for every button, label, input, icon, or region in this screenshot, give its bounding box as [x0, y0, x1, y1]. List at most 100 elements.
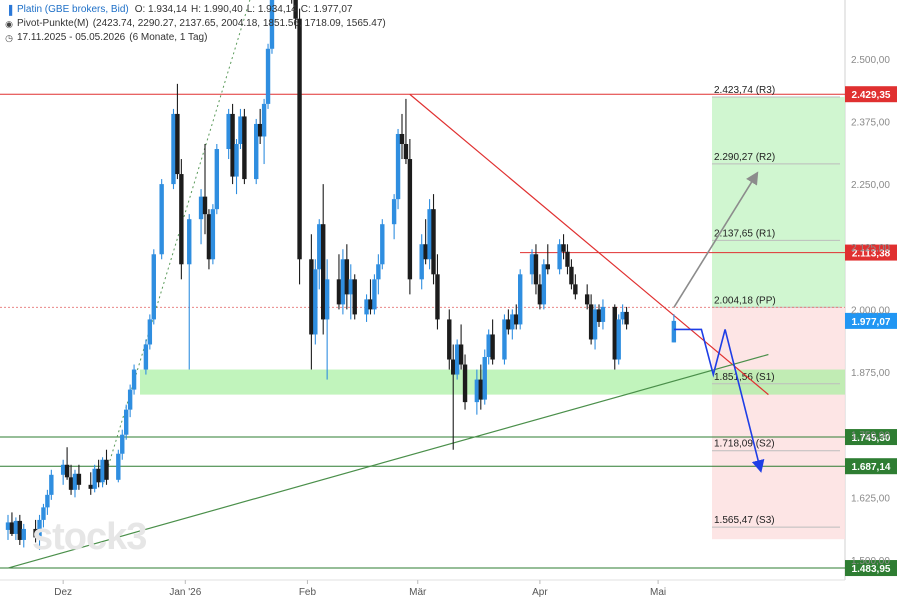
candle-body	[33, 528, 38, 538]
y-axis-tick-label: 2.125,00	[851, 243, 890, 254]
candle-body	[159, 184, 164, 255]
level-price-label: 1.745,30	[852, 433, 891, 444]
candle-body	[13, 520, 19, 534]
level-price-tag-resistance	[845, 86, 897, 103]
candle-body	[482, 357, 487, 400]
support-zone-band	[140, 369, 845, 395]
candle-body	[171, 113, 176, 185]
scenario-arrow-up	[673, 171, 759, 308]
candle-body	[324, 279, 330, 320]
candle-body	[407, 159, 413, 280]
candle-body	[261, 103, 267, 137]
candle-body	[175, 113, 180, 175]
pivot-indicator-values: (2423.74, 2290.27, 2137.65, 2004.18, 185…	[92, 18, 386, 29]
candle-body	[573, 284, 578, 295]
candle-body	[49, 474, 54, 495]
candle-body	[403, 144, 409, 160]
candle-body	[600, 306, 606, 322]
chart-period: (6 Monate, 1 Tag)	[129, 32, 208, 43]
candle-body	[395, 133, 401, 200]
candle-body	[502, 319, 507, 360]
candle-body	[242, 116, 247, 180]
candle-body	[92, 468, 97, 489]
candle-body	[376, 264, 381, 280]
candle-body	[116, 453, 121, 480]
legend-pivot-row: ◉ Pivot-Punkte(M) (2423.74, 2290.27, 213…	[4, 17, 390, 31]
candle-body	[462, 364, 468, 403]
candle-body	[131, 369, 137, 390]
candle-body	[596, 309, 602, 322]
level-price-tag-support	[845, 560, 897, 577]
indicator-eye-icon[interactable]: ◉	[5, 19, 13, 29]
candle-body	[569, 266, 574, 285]
x-axis-tick-label: Feb	[299, 587, 317, 598]
candle-body	[265, 48, 271, 104]
candle-body	[537, 284, 543, 305]
candle-body	[37, 519, 42, 538]
candle-body	[541, 264, 547, 305]
candle-body	[419, 244, 424, 280]
scenario-arrow-down	[673, 328, 765, 473]
instrument-name[interactable]: Platin (GBE brokers, Bid)	[17, 4, 129, 15]
candle-body	[368, 299, 373, 310]
candle-body	[565, 251, 570, 267]
candle-body	[340, 259, 346, 305]
candle-body	[561, 244, 566, 252]
candle-body	[458, 344, 464, 365]
candle-body	[616, 319, 621, 360]
candle-body	[344, 259, 350, 295]
candle-body	[364, 299, 369, 315]
pivot-label-S3: 1.565,47 (S3)	[714, 515, 775, 526]
candle-body	[352, 279, 357, 315]
candle-body	[612, 306, 617, 360]
clock-icon[interactable]: ◷	[5, 33, 13, 43]
y-axis-tick-label: 1.875,00	[851, 368, 890, 379]
x-axis-tick-label: Mai	[650, 587, 666, 598]
stock3-watermark: stock3	[32, 516, 147, 558]
legend-range-row: ◷ 17.11.2025 - 05.05.2026 (6 Monate, 1 T…	[4, 31, 390, 45]
candle-body	[60, 464, 66, 475]
ohlc-close: C: 1.977,07	[300, 4, 353, 15]
y-axis-tick-label: 1.750,00	[851, 431, 890, 442]
pivot-label-S1: 1.851,56 (S1)	[714, 372, 775, 383]
y-axis-tick-label: 1.625,00	[851, 493, 890, 504]
candle-body	[592, 309, 598, 340]
x-axis-tick-label: Dez	[54, 587, 72, 598]
candle-body	[198, 196, 204, 220]
chart-legend: ▐ Platin (GBE brokers, Bid) O: 1.934,14 …	[4, 3, 390, 45]
candle-body	[269, 0, 275, 49]
candle-body	[45, 494, 50, 508]
candle-body	[584, 294, 590, 305]
pivot-label-R2: 2.290,27 (R2)	[714, 152, 775, 163]
ohlc-low: L: 1.934,14	[246, 4, 297, 15]
candle-body	[372, 279, 377, 310]
candlestick-icon: ▐	[5, 5, 13, 15]
candle-body	[348, 279, 353, 295]
candle-body	[336, 279, 342, 305]
y-axis-tick-label: 2.000,00	[851, 305, 890, 316]
candle-body	[423, 244, 428, 260]
candle-body	[529, 254, 535, 275]
pivot-indicator-name[interactable]: Pivot-Punkte(M)	[17, 18, 89, 29]
candle-body	[427, 209, 432, 260]
ohlc-high: H: 1.990,40	[190, 4, 243, 15]
candle-body	[21, 528, 26, 540]
x-axis-tick-label: Mär	[409, 587, 427, 598]
candle-body	[518, 274, 523, 325]
level-price-label: 1.483,95	[852, 564, 891, 575]
level-price-label: 2.429,35	[852, 90, 891, 101]
y-axis-tick-label: 2.375,00	[851, 117, 890, 128]
current-price-label: 1.977,07	[852, 317, 891, 328]
candle-body	[88, 484, 93, 489]
candle-body	[17, 520, 23, 540]
level-price-tag-support	[845, 458, 897, 475]
candle-body	[254, 123, 259, 180]
candle-body	[533, 254, 539, 285]
level-price-label: 1.687,14	[852, 462, 891, 473]
pivot-label-R1: 2.137,65 (R1)	[714, 228, 775, 239]
candle-body	[64, 464, 70, 478]
candle-body	[486, 334, 491, 358]
candle-body	[391, 199, 397, 225]
candle-body	[451, 359, 456, 375]
